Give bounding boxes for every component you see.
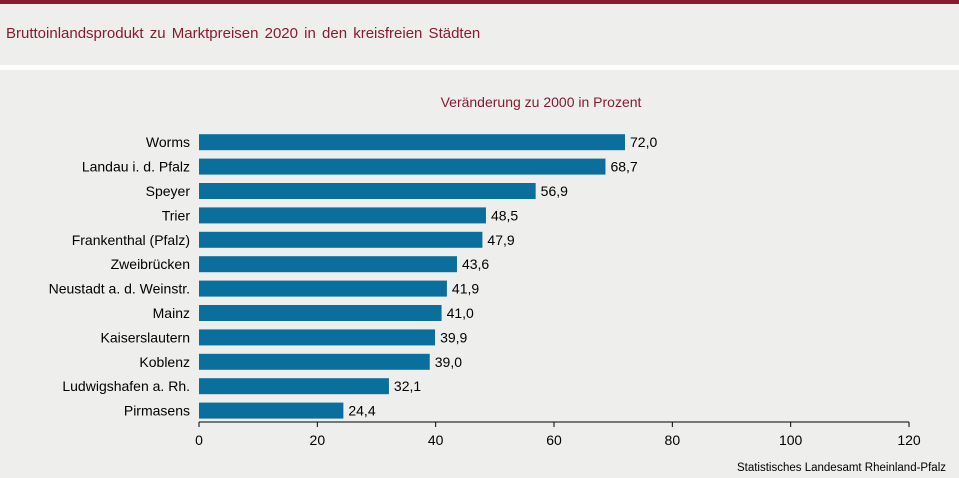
bar-4 [199,231,483,248]
x-tick-label: 80 [665,432,681,448]
x-tick-label: 20 [310,432,326,448]
bar-5 [199,256,457,273]
x-tick-label: 100 [779,432,803,448]
x-tick-label: 40 [428,432,444,448]
category-label: Neustadt a. d. Weinstr. [49,281,190,297]
category-label: Ludwigshafen a. Rh. [62,378,190,394]
category-label: Koblenz [139,354,190,370]
data-label: 48,5 [491,207,518,223]
data-label: 68,7 [610,159,637,175]
bar-3 [199,207,486,224]
bar-1 [199,158,606,175]
chart-title: Bruttoinlandsprodukt zu Marktpreisen 202… [6,25,481,42]
category-label: Kaiserslautern [101,329,191,345]
category-label: Trier [162,207,191,223]
x-axis: 0 20 40 60 80 100 120 [195,421,921,448]
category-label: Speyer [146,183,191,199]
bar-6 [199,280,447,297]
category-label: Landau i. d. Pfalz [82,159,190,175]
data-label: 39,9 [440,329,467,345]
data-label: 47,9 [487,232,514,248]
source-note: Statistisches Landesamt Rheinland-Pfalz [737,462,946,474]
bar-11 [199,402,344,419]
chart-header: Bruttoinlandsprodukt zu Marktpreisen 202… [0,4,959,65]
data-label: 56,9 [541,183,568,199]
category-label: Zweibrücken [111,256,190,272]
bar-0 [199,134,625,151]
data-label: 41,0 [447,305,474,321]
x-tick-label: 120 [897,432,921,448]
x-tick-label: 0 [195,432,203,448]
data-label: 24,4 [348,403,375,419]
bar-2 [199,183,536,199]
data-label: 72,0 [630,134,657,150]
bar-8 [199,329,436,346]
chart-subtitle: Veränderung zu 2000 in Prozent [441,94,642,110]
category-label: Mainz [153,305,190,321]
data-label: 41,9 [452,281,479,297]
bar-9 [199,353,430,370]
category-label: Frankenthal (Pfalz) [72,232,190,248]
data-label: 43,6 [462,256,489,272]
top-accent-bar [0,0,959,4]
x-tick-label: 60 [546,432,562,448]
bar-10 [199,378,389,395]
category-label: Worms [146,134,190,150]
category-label: Pirmasens [124,403,190,419]
data-label: 32,1 [394,378,421,394]
bar-7 [199,305,442,321]
bars-group: Worms 72,0 Landau i. d. Pfalz 68,7 Speyer 56,… [49,134,657,419]
data-label: 39,0 [435,354,462,370]
